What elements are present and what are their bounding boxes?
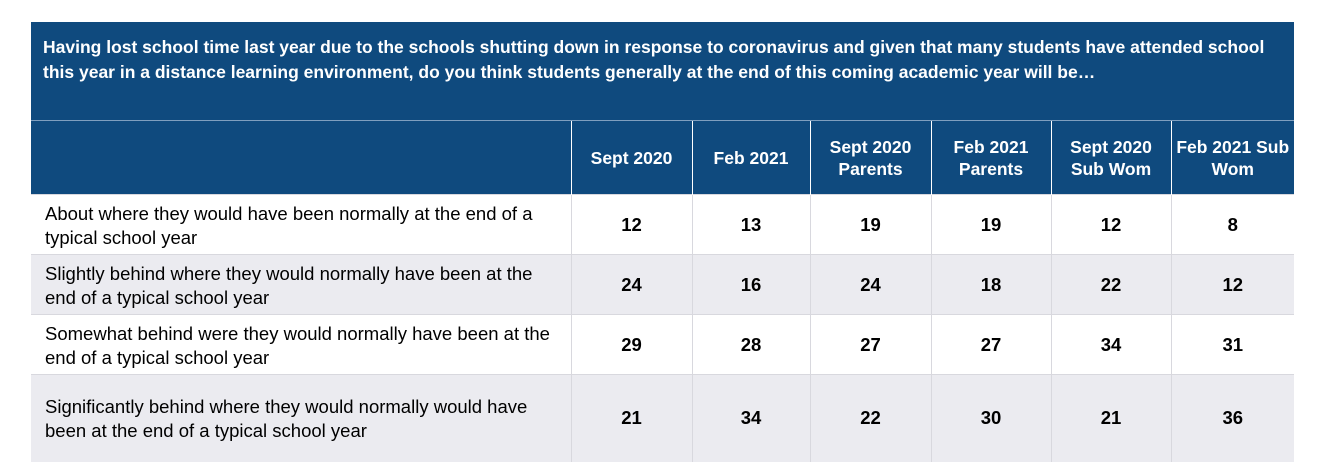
value-cell: 19 — [809, 194, 931, 255]
table-row: Significantly behind where they would no… — [31, 374, 1294, 462]
column-header: Feb 2021 Parents — [930, 120, 1051, 195]
column-header: Feb 2021 Sub Wom — [1170, 120, 1294, 195]
table-header-row: Sept 2020 Feb 2021 Sept 2020 Parents Feb… — [31, 120, 1294, 195]
column-header: Sept 2020 — [570, 120, 692, 195]
value-cell: 22 — [1050, 254, 1171, 315]
row-label: Slightly behind where they would normall… — [31, 254, 571, 315]
value-cell: 24 — [570, 254, 692, 315]
value-cell: 22 — [809, 374, 931, 462]
value-cell: 24 — [809, 254, 931, 315]
value-cell: 36 — [1170, 374, 1294, 462]
value-cell: 31 — [1170, 314, 1294, 375]
table-row: About where they would have been normall… — [31, 194, 1294, 255]
value-cell: 34 — [1050, 314, 1171, 375]
value-cell: 29 — [570, 314, 692, 375]
value-cell: 12 — [570, 194, 692, 255]
value-cell: 21 — [570, 374, 692, 462]
value-cell: 28 — [691, 314, 810, 375]
value-cell: 8 — [1170, 194, 1294, 255]
value-cell: 19 — [930, 194, 1051, 255]
table-row: Somewhat behind were they would normally… — [31, 314, 1294, 375]
value-cell: 30 — [930, 374, 1051, 462]
column-header: Feb 2021 — [691, 120, 810, 195]
question-header: Having lost school time last year due to… — [31, 22, 1294, 120]
value-cell: 18 — [930, 254, 1051, 315]
value-cell: 12 — [1170, 254, 1294, 315]
value-cell: 16 — [691, 254, 810, 315]
table-row: Slightly behind where they would normall… — [31, 254, 1294, 315]
value-cell: 27 — [809, 314, 931, 375]
value-cell: 34 — [691, 374, 810, 462]
column-header: Sept 2020 Parents — [809, 120, 931, 195]
header-blank-cell — [31, 120, 571, 195]
row-label: Significantly behind where they would no… — [31, 374, 571, 462]
results-table: Sept 2020 Feb 2021 Sept 2020 Parents Feb… — [31, 120, 1294, 462]
value-cell: 13 — [691, 194, 810, 255]
row-label: Somewhat behind were they would normally… — [31, 314, 571, 375]
value-cell: 21 — [1050, 374, 1171, 462]
value-cell: 12 — [1050, 194, 1171, 255]
row-label: About where they would have been normall… — [31, 194, 571, 255]
column-header: Sept 2020 Sub Wom — [1050, 120, 1171, 195]
value-cell: 27 — [930, 314, 1051, 375]
